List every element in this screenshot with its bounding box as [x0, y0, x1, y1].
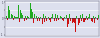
- Bar: [7, 19, 8, 20]
- Bar: [6, 16, 7, 19]
- Bar: [36, 16, 37, 19]
- Bar: [54, 19, 55, 21]
- Bar: [26, 19, 27, 20]
- Bar: [73, 19, 74, 22]
- Bar: [16, 17, 17, 19]
- Bar: [97, 19, 98, 20]
- Bar: [88, 17, 89, 19]
- Bar: [67, 19, 68, 27]
- Bar: [85, 19, 86, 20]
- Bar: [62, 19, 63, 20]
- Bar: [76, 16, 77, 19]
- Bar: [31, 9, 32, 19]
- Bar: [68, 19, 69, 24]
- Bar: [42, 19, 43, 24]
- Bar: [14, 16, 15, 19]
- Bar: [87, 19, 88, 20]
- Bar: [51, 17, 52, 19]
- Bar: [37, 19, 38, 21]
- Bar: [52, 14, 53, 19]
- Bar: [15, 17, 16, 19]
- Bar: [9, 10, 10, 19]
- Bar: [56, 19, 57, 21]
- Bar: [60, 16, 61, 19]
- Bar: [58, 19, 59, 20]
- Bar: [40, 17, 41, 19]
- Bar: [24, 19, 25, 21]
- Bar: [10, 14, 12, 19]
- Bar: [82, 14, 83, 19]
- Bar: [33, 19, 34, 23]
- Bar: [20, 10, 21, 19]
- Bar: [28, 17, 29, 19]
- Bar: [30, 3, 31, 19]
- Bar: [79, 19, 80, 23]
- Bar: [38, 17, 39, 19]
- Bar: [91, 19, 92, 21]
- Bar: [18, 5, 19, 19]
- Bar: [19, 19, 20, 22]
- Bar: [12, 15, 13, 19]
- Bar: [66, 15, 67, 19]
- Bar: [74, 19, 75, 23]
- Bar: [81, 19, 82, 21]
- Bar: [69, 14, 70, 19]
- Bar: [21, 13, 22, 19]
- Bar: [57, 15, 58, 19]
- Bar: [95, 17, 96, 19]
- Bar: [92, 19, 93, 22]
- Bar: [64, 17, 65, 19]
- Bar: [48, 17, 49, 19]
- Bar: [50, 19, 51, 22]
- Bar: [55, 14, 56, 19]
- Bar: [49, 19, 50, 20]
- Bar: [34, 14, 36, 19]
- Bar: [98, 15, 99, 19]
- Bar: [13, 19, 14, 20]
- Bar: [32, 12, 33, 19]
- Bar: [44, 19, 45, 22]
- Bar: [8, 6, 9, 19]
- Bar: [27, 16, 28, 19]
- Bar: [43, 14, 44, 19]
- Bar: [93, 16, 94, 19]
- Bar: [75, 19, 76, 32]
- Bar: [94, 19, 95, 23]
- Bar: [39, 19, 40, 21]
- Bar: [22, 15, 23, 19]
- Bar: [63, 19, 64, 21]
- Bar: [46, 19, 47, 21]
- Bar: [70, 19, 71, 21]
- Bar: [25, 16, 26, 19]
- Bar: [86, 16, 87, 19]
- Bar: [80, 15, 81, 19]
- Bar: [61, 17, 62, 19]
- Bar: [45, 16, 46, 19]
